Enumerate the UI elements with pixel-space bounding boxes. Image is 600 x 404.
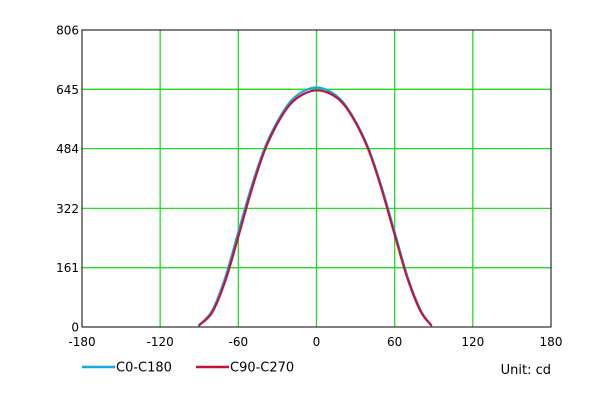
legend-label: C0-C180 — [116, 361, 172, 376]
series-layer — [198, 86, 433, 327]
x-tick-label: 0 — [313, 335, 321, 349]
series-line-c0-c180 — [198, 86, 433, 327]
legend-label: C90-C270 — [230, 361, 294, 376]
y-tick-label: 645 — [56, 83, 79, 97]
x-tick-label: 120 — [461, 335, 484, 349]
grid-layer — [82, 30, 551, 327]
x-tick-label: -120 — [147, 335, 174, 349]
x-tick-label: -60 — [229, 335, 249, 349]
legend: C0-C180 C90-C270 — [82, 361, 294, 376]
plot-frame — [81, 29, 552, 328]
y-tick-label: 322 — [56, 202, 79, 216]
x-tick-label: 60 — [387, 335, 402, 349]
y-tick-label: 806 — [56, 24, 79, 38]
unit-label: Unit: cd — [501, 363, 551, 378]
x-tick-label: -180 — [68, 335, 95, 349]
y-tick-label: 484 — [56, 142, 79, 156]
x-tick-label: 180 — [540, 335, 563, 349]
y-tick-label: 161 — [56, 261, 79, 275]
y-tick-label: 0 — [71, 321, 79, 335]
series-line-c90-c270 — [198, 89, 433, 327]
ticks-layer: -180 -120 -60 0 60 120 180 0 161 322 484 645 806 — [56, 24, 562, 350]
